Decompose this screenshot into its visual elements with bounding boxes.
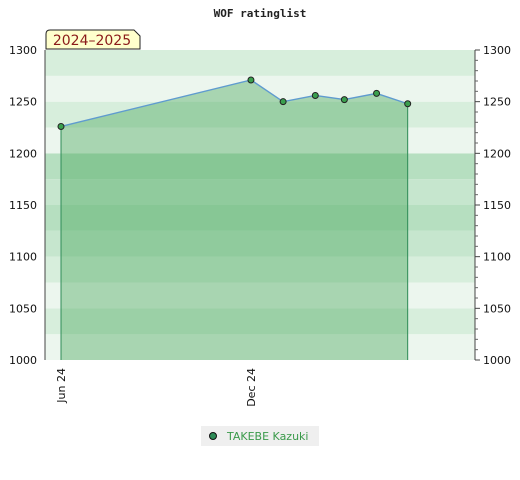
- season-badge: 2024–2025: [45, 29, 141, 50]
- grid-band: [45, 334, 475, 360]
- y-tick-label-right: 1200: [483, 147, 511, 160]
- legend-label: TAKEBE Kazuki: [226, 430, 308, 443]
- data-point: [311, 91, 319, 99]
- legend: TAKEBE Kazuki: [201, 426, 319, 446]
- chart-title: WOF ratinglist: [214, 7, 307, 20]
- data-point: [404, 100, 412, 108]
- grid-band: [45, 256, 475, 283]
- legend-marker: [209, 432, 217, 440]
- grid-band: [45, 101, 475, 128]
- y-tick-label-right: 1100: [483, 251, 511, 264]
- grid-band: [45, 75, 475, 102]
- y-axis-left: 1000 1050 1100 1150 1200 1250 1300: [9, 44, 37, 367]
- background-bands: [45, 50, 475, 360]
- y-tick-label-right: 1050: [483, 302, 511, 315]
- grid-band: [45, 282, 475, 309]
- grid-band: [45, 308, 475, 335]
- grid-band: [45, 179, 475, 205]
- data-point: [373, 89, 381, 97]
- y-tick-label-left: 1200: [9, 147, 37, 160]
- data-point: [279, 98, 287, 106]
- y-tick-label-left: 1300: [9, 44, 37, 57]
- season-label: 2024–2025: [53, 33, 131, 49]
- area-fill: [61, 79, 408, 360]
- grid-band: [45, 230, 475, 257]
- data-point: [57, 122, 65, 130]
- x-tick-label: Jun 24: [55, 368, 68, 404]
- y-tick-label-left: 1150: [9, 199, 37, 212]
- x-axis: Jun 24 Dec 24: [55, 368, 258, 407]
- y-tick-label-left: 1000: [9, 354, 37, 367]
- grid-band: [45, 153, 475, 180]
- y-tick-label-left: 1100: [9, 251, 37, 264]
- rating-area: [60, 79, 409, 360]
- y-tick-label-right: 1000: [483, 354, 511, 367]
- y-tick-label-right: 1250: [483, 96, 511, 109]
- data-point: [340, 96, 348, 104]
- grid-band: [45, 50, 475, 76]
- data-point: [247, 76, 255, 84]
- y-tick-label-right: 1150: [483, 199, 511, 212]
- y-tick-label-left: 1250: [9, 96, 37, 109]
- grid-band: [45, 127, 475, 154]
- y-tick-label-left: 1050: [9, 302, 37, 315]
- x-tick-label: Dec 24: [245, 368, 258, 407]
- y-axis-right: 1000 1050 1100 1150 1200 1250 1300: [475, 44, 511, 367]
- data-points: [57, 76, 412, 130]
- y-tick-label-right: 1300: [483, 44, 511, 57]
- grid-band: [45, 205, 475, 231]
